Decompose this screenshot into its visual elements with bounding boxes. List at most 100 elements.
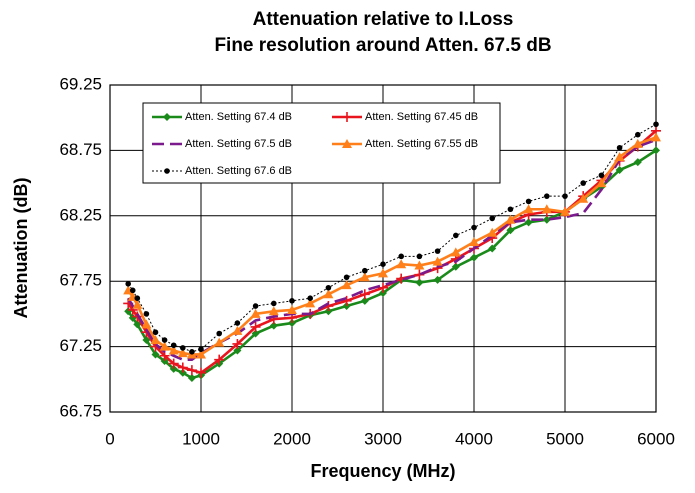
marker (159, 341, 170, 351)
marker (324, 307, 333, 316)
series (123, 132, 661, 359)
marker (414, 260, 425, 270)
marker (379, 288, 387, 297)
marker (632, 138, 643, 148)
marker (177, 362, 188, 373)
marker (341, 280, 352, 290)
marker (170, 342, 177, 349)
series (125, 121, 659, 355)
marker (651, 132, 661, 142)
marker (416, 253, 423, 260)
marker (271, 300, 277, 307)
marker (615, 166, 624, 175)
y-axis-label: Attenuation (dB) (11, 178, 31, 319)
marker (414, 269, 425, 280)
marker (151, 350, 160, 359)
marker (360, 296, 369, 305)
marker (129, 287, 136, 294)
marker (232, 338, 243, 349)
marker (433, 275, 442, 284)
marker (359, 289, 370, 300)
marker (288, 319, 296, 328)
marker (161, 337, 168, 343)
x-tick-label: 2000 (273, 429, 311, 448)
marker (186, 365, 197, 376)
marker (652, 146, 660, 155)
marker (168, 358, 179, 369)
marker (470, 253, 478, 262)
marker (541, 204, 552, 214)
x-tick-label: 5000 (546, 429, 584, 448)
marker (598, 172, 605, 179)
x-tick-label: 0 (105, 429, 114, 448)
marker (342, 302, 351, 311)
marker (250, 308, 261, 318)
x-tick-label: 6000 (637, 429, 675, 448)
plot-frame (109, 84, 657, 413)
marker (560, 206, 570, 216)
marker (169, 364, 178, 373)
marker (614, 151, 625, 161)
legend: Atten. Setting 67.4 dB Atten. Setting 67.… (142, 102, 501, 184)
y-tick-label: 68.25 (59, 205, 102, 224)
marker (187, 373, 196, 382)
marker (341, 295, 352, 306)
marker (489, 215, 496, 222)
marker (214, 354, 225, 365)
marker (216, 330, 222, 337)
marker (342, 139, 352, 148)
marker (214, 337, 225, 347)
y-tick-label: 67.75 (59, 271, 102, 290)
marker (325, 284, 332, 291)
y-tick-label: 68.75 (59, 140, 102, 159)
marker (434, 248, 441, 254)
x-tick-label: 4000 (455, 429, 493, 448)
marker (150, 335, 161, 345)
legend-label: Atten. Setting 67.6 dB (185, 165, 292, 177)
legend-label: Atten. Setting 67.45 dB (365, 111, 478, 123)
legend-label: Atten. Setting 67.4 dB (185, 111, 292, 123)
marker (152, 329, 159, 336)
marker (633, 158, 642, 167)
marker (580, 180, 586, 186)
marker (180, 345, 186, 351)
marker (523, 204, 534, 214)
x-tick-label: 3000 (364, 429, 402, 448)
marker (163, 113, 171, 121)
marker (134, 295, 141, 302)
marker (177, 348, 188, 358)
marker (396, 259, 407, 269)
marker (378, 282, 388, 293)
legend-box (142, 102, 501, 184)
marker (141, 319, 152, 329)
y-tick-label: 66.75 (59, 401, 102, 420)
marker (323, 289, 334, 299)
marker (415, 278, 424, 287)
marker (378, 268, 388, 278)
marker (562, 193, 568, 199)
marker (125, 281, 131, 287)
marker (359, 272, 370, 282)
marker (196, 367, 206, 378)
marker (305, 298, 316, 308)
marker (268, 306, 279, 316)
legend-label: Atten. Setting 67.5 dB (185, 138, 292, 150)
marker (398, 253, 405, 260)
marker (132, 311, 143, 322)
marker (487, 227, 498, 237)
marker (289, 298, 295, 304)
marker (362, 267, 368, 274)
marker (178, 368, 187, 377)
marker (196, 349, 206, 359)
marker (451, 262, 460, 271)
marker (198, 346, 204, 353)
marker (453, 232, 459, 239)
marker (488, 244, 497, 253)
marker (232, 325, 243, 335)
marker (524, 218, 533, 227)
marker (450, 247, 461, 257)
marker (132, 299, 143, 309)
legend-label: Atten. Setting 67.55 dB (365, 138, 478, 150)
marker (471, 224, 477, 231)
series-line (127, 149, 657, 380)
